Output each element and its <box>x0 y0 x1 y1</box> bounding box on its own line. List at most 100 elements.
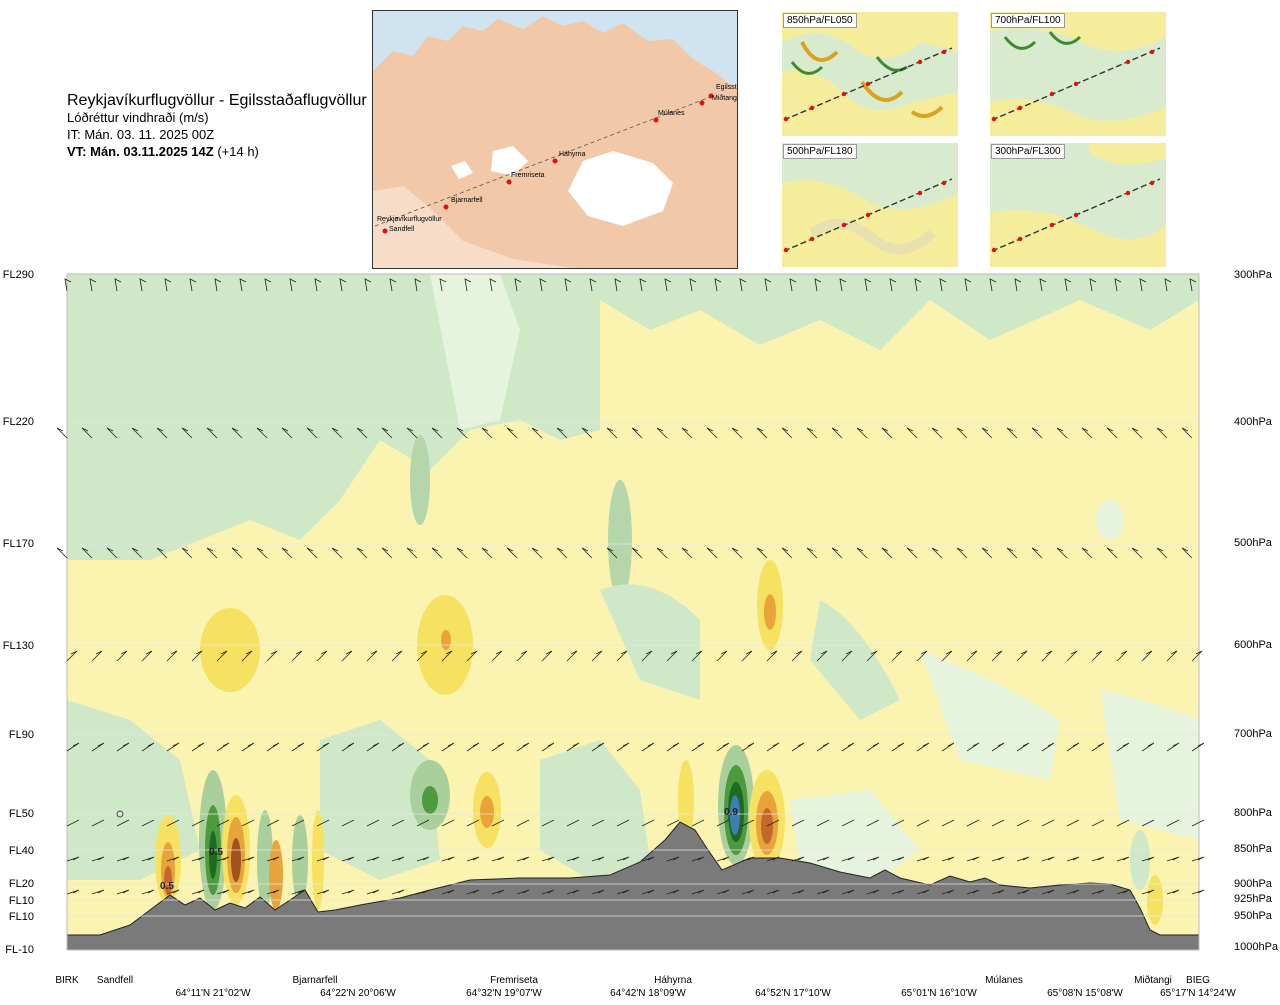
pressure-label-900: 900hPa <box>1234 878 1272 890</box>
wind-barb <box>856 547 868 559</box>
route-waypoint-dots <box>382 93 714 234</box>
field-upper-green <box>67 274 1199 560</box>
wind-barb <box>989 278 997 292</box>
wind-barb <box>664 278 672 292</box>
wind-barb <box>441 819 455 827</box>
wind-barb <box>341 819 355 827</box>
wind-barb <box>541 819 555 827</box>
wind-barb <box>666 819 680 827</box>
wind-barb <box>966 650 978 662</box>
wind-barb <box>1041 819 1055 827</box>
wind-barb <box>1166 650 1178 662</box>
wind-barb <box>591 889 605 895</box>
wind-barb <box>791 856 805 862</box>
wind-barb <box>841 742 855 752</box>
wind-barb <box>106 547 118 559</box>
inset-map-850hpa: 850hPa/FL050 <box>782 12 958 136</box>
wind-barb <box>731 427 743 439</box>
wind-barb <box>466 742 480 752</box>
wind-barb <box>631 547 643 559</box>
wind-barb <box>1156 427 1168 439</box>
wind-barb <box>1141 650 1153 662</box>
wind-barb <box>491 819 505 827</box>
wind-barb <box>741 819 755 827</box>
wind-barb <box>891 819 905 827</box>
wind-barb <box>616 819 630 827</box>
wind-barb <box>381 547 393 559</box>
waypoint-hahyrna: Háhyrna <box>559 151 586 158</box>
wind-barb <box>506 427 518 439</box>
wind-barb <box>616 889 630 895</box>
wind-barb <box>131 547 143 559</box>
wind-barb <box>1066 856 1080 862</box>
wind-barbs <box>56 278 1205 895</box>
coordinate-1: 64°11'N 21°02'W <box>175 988 251 999</box>
wind-barb <box>241 856 255 862</box>
wind-barb <box>1189 278 1197 292</box>
coordinate-2: 64°22'N 20°06'W <box>320 988 396 999</box>
wind-barb <box>256 427 268 439</box>
wind-barb <box>791 650 803 662</box>
wind-barb <box>864 278 872 292</box>
wind-barb <box>766 650 778 662</box>
route-map-svg: Reykjavíkurflugvöllur Sandfell Bjarnarfe… <box>373 11 737 268</box>
wind-barb <box>191 819 205 827</box>
wind-barb <box>1016 819 1030 827</box>
station-midtangi: Miðtangi <box>1134 975 1172 986</box>
wind-barb <box>516 856 530 862</box>
wind-barb <box>706 547 718 559</box>
wind-barb <box>539 278 547 292</box>
wind-barb <box>66 742 80 752</box>
wind-barb <box>1091 819 1105 827</box>
wind-barb <box>116 742 130 752</box>
fl-label-fl20: FL20 <box>8 878 34 890</box>
fl-label-fl130: FL130 <box>2 640 34 652</box>
wind-barb <box>506 547 518 559</box>
wind-barb <box>641 856 655 862</box>
wind-barb <box>314 278 322 292</box>
wind-barb <box>356 547 368 559</box>
wind-barb <box>764 278 772 292</box>
wind-barb <box>881 427 893 439</box>
wind-barb <box>216 889 230 895</box>
wind-barb <box>656 547 668 559</box>
wind-barb <box>106 427 118 439</box>
wind-barb <box>466 819 480 827</box>
wind-barb <box>339 278 347 292</box>
inset-label-500hpa: 500hPa/FL180 <box>783 144 857 159</box>
wind-barb <box>691 856 705 862</box>
wind-barb <box>691 889 705 895</box>
station-fremriseta: Fremriseta <box>490 975 538 986</box>
wind-barb <box>431 427 443 439</box>
wind-barb <box>441 650 453 662</box>
wind-barb <box>566 889 580 895</box>
pressure-label-950: 950hPa <box>1234 910 1272 922</box>
wind-barb <box>91 650 103 662</box>
wind-barb <box>589 278 597 292</box>
wind-barb <box>189 278 197 292</box>
wind-barb <box>1106 547 1118 559</box>
wind-barb <box>366 742 380 752</box>
wind-barb <box>781 427 793 439</box>
wind-barb <box>364 278 372 292</box>
inset-label-850hpa: 850hPa/FL050 <box>783 13 857 28</box>
wind-barb <box>266 819 280 827</box>
wind-barb <box>316 856 330 862</box>
wind-barb <box>591 856 605 862</box>
wind-barb <box>66 650 78 662</box>
wind-barb <box>756 547 768 559</box>
wind-barb <box>291 856 305 862</box>
pressure-label-800: 800hPa <box>1234 807 1272 819</box>
station-sandfell: Sandfell <box>96 975 134 986</box>
wind-barb <box>689 278 697 292</box>
wind-barb <box>356 427 368 439</box>
wind-barb <box>556 547 568 559</box>
cross-section-background <box>67 274 1199 950</box>
wind-barb <box>931 547 943 559</box>
wind-barb <box>406 547 418 559</box>
wind-barb <box>531 427 543 439</box>
wind-barb <box>666 650 678 662</box>
wind-barb <box>616 856 630 862</box>
issue-time: IT: Mán. 03. 11. 2025 00Z <box>67 127 215 142</box>
wind-barb <box>541 742 555 752</box>
